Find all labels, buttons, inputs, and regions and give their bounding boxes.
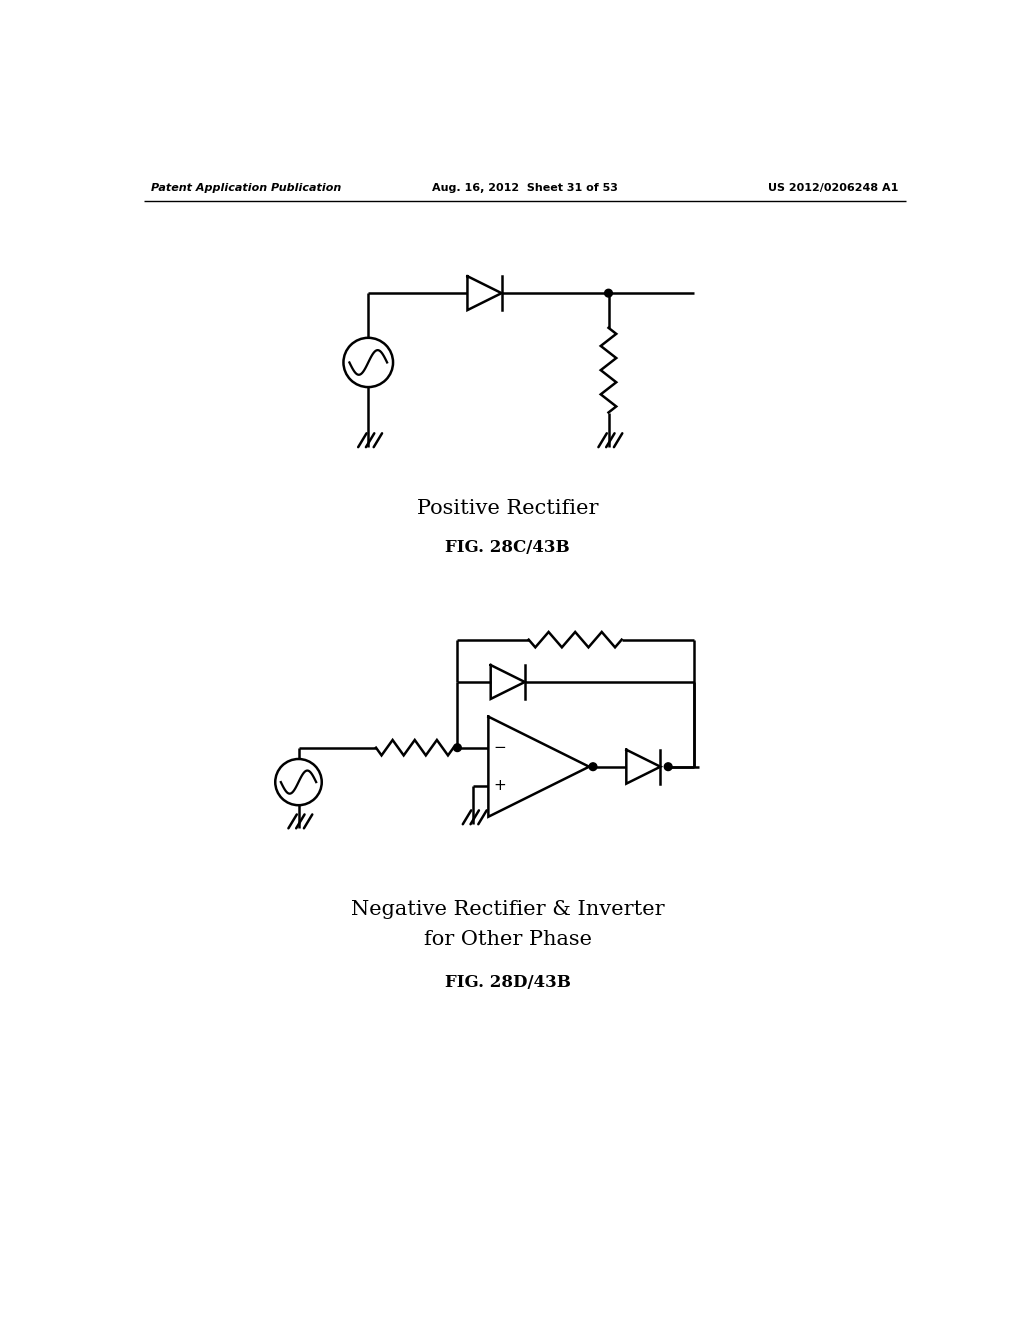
Text: Aug. 16, 2012  Sheet 31 of 53: Aug. 16, 2012 Sheet 31 of 53 (432, 182, 617, 193)
Text: for Other Phase: for Other Phase (424, 931, 592, 949)
Text: FIG. 28C/43B: FIG. 28C/43B (445, 539, 570, 556)
Circle shape (665, 763, 672, 771)
Text: −: − (494, 741, 507, 755)
Circle shape (589, 763, 597, 771)
Circle shape (454, 744, 461, 751)
Text: Negative Rectifier & Inverter: Negative Rectifier & Inverter (351, 900, 665, 919)
Text: Positive Rectifier: Positive Rectifier (417, 499, 598, 519)
Text: +: + (494, 779, 507, 793)
Text: FIG. 28D/43B: FIG. 28D/43B (444, 974, 570, 991)
Text: Patent Application Publication: Patent Application Publication (152, 182, 341, 193)
Circle shape (604, 289, 612, 297)
Text: US 2012/0206248 A1: US 2012/0206248 A1 (768, 182, 898, 193)
